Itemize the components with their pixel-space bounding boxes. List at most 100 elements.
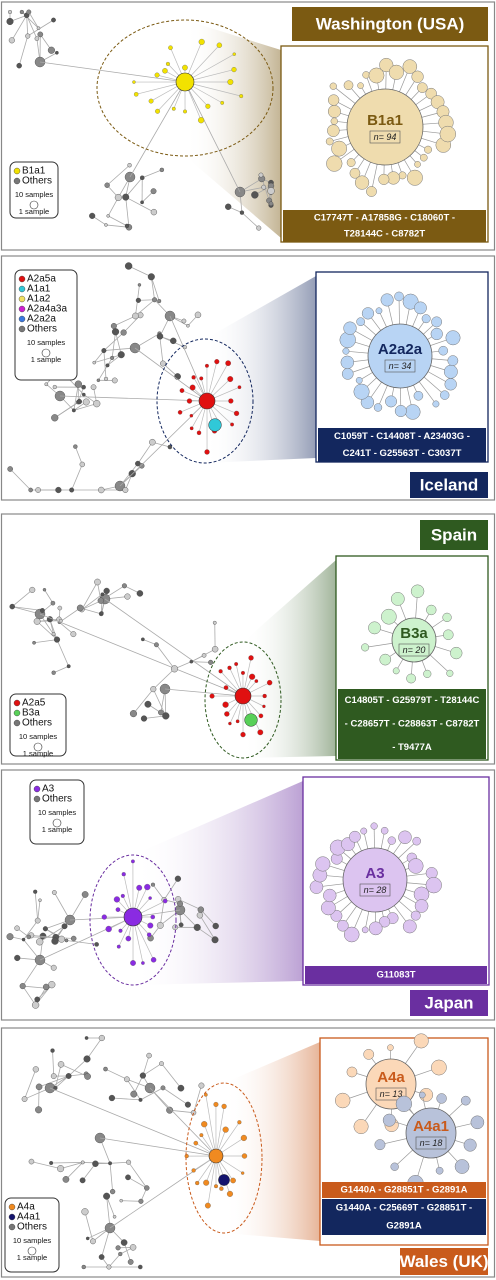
network-node (209, 693, 215, 699)
network-edge (28, 11, 39, 29)
network-node (55, 50, 59, 55)
inset-node (335, 1092, 351, 1109)
network-node (266, 679, 273, 686)
inset-node (406, 169, 423, 186)
network-edge (52, 1050, 55, 1077)
mutation-box (318, 428, 486, 462)
network-node (103, 376, 109, 381)
network-node (66, 664, 71, 669)
network-edge (153, 668, 175, 690)
panel: B3a n= 20 C14805T - G25979T - T28144C - C28… (0, 513, 496, 765)
network-node (174, 373, 181, 380)
network-node (42, 588, 47, 592)
inset-node (361, 643, 370, 652)
network-node (228, 398, 234, 404)
region-box (292, 7, 488, 41)
network-edge (149, 1087, 217, 1157)
network-node (74, 380, 82, 388)
network-node (110, 355, 115, 360)
network-node (254, 679, 259, 683)
network-edge (71, 464, 83, 491)
mutation-box (322, 1199, 486, 1235)
network-edge (66, 940, 97, 945)
zoom-funnel (224, 1042, 320, 1241)
network-node (124, 262, 133, 270)
network-node (139, 175, 145, 181)
network-node (127, 163, 132, 168)
network-edge (9, 468, 31, 491)
network-edge (60, 1064, 88, 1077)
inset-node (368, 921, 383, 936)
network-node (50, 1073, 57, 1079)
network-edge (11, 589, 33, 607)
network-node (144, 883, 151, 891)
mutation-text: C241T - G25563T - C3037T (343, 448, 462, 459)
network-edge (113, 315, 136, 327)
inset-node (361, 926, 369, 934)
inset-node (444, 378, 457, 391)
network-node (81, 891, 89, 898)
network-node (199, 376, 204, 381)
zoom-funnel (205, 276, 316, 463)
inset-node (327, 104, 341, 118)
network-node (14, 925, 20, 931)
inset-node (363, 1048, 375, 1060)
network-node (139, 1072, 146, 1079)
network-edge (108, 1253, 121, 1268)
inset-node (327, 124, 340, 137)
network-edge (193, 1085, 202, 1113)
mutation-text: - C28657T - C28863T - C8782T (345, 719, 480, 730)
network-node (139, 463, 145, 469)
region-label: Japan (424, 993, 473, 1012)
size-legend-label: 1 sample (19, 207, 49, 216)
network-node (237, 385, 242, 390)
inset-node (330, 117, 338, 125)
inset-node (382, 1113, 396, 1127)
legend-dot (33, 785, 41, 793)
network-node (108, 1161, 113, 1166)
n-box (415, 1136, 447, 1150)
network-node (196, 912, 204, 919)
network-edge (34, 639, 58, 644)
network-edge (137, 441, 153, 464)
inset-node (362, 71, 370, 79)
network-node (76, 604, 84, 612)
network-node (19, 9, 24, 15)
inset-node (381, 608, 397, 625)
inset-node (327, 94, 340, 106)
network-node (94, 942, 99, 947)
network-node (113, 896, 120, 903)
network-node (98, 1254, 105, 1260)
inset-node (436, 1093, 447, 1104)
network-edge (38, 1075, 69, 1088)
size-legend-label: 10 samples (27, 338, 66, 347)
network-edge (53, 892, 71, 921)
inset-node (387, 836, 396, 845)
network-node (156, 333, 164, 340)
network-node (111, 328, 120, 336)
network-node (167, 444, 173, 450)
haplogroup-label: A4a (377, 1069, 405, 1086)
network-edge (150, 276, 155, 300)
network-edge (142, 1063, 162, 1076)
legend-box (14, 269, 78, 381)
size-legend-circle (41, 348, 51, 358)
network-node (140, 200, 144, 205)
network-node (79, 1177, 86, 1184)
network-node (240, 1134, 247, 1142)
inset-node (360, 827, 368, 835)
network-edge (150, 276, 160, 302)
network-node (256, 225, 262, 231)
network-node (16, 62, 22, 69)
legend-dot (8, 1203, 16, 1211)
n-label: n= 28 (364, 885, 387, 895)
network-node (177, 1084, 185, 1092)
network-node (178, 922, 184, 928)
legend-dot (33, 795, 41, 803)
network-node (82, 398, 90, 406)
inset-node (315, 856, 331, 872)
network-node (198, 38, 205, 45)
legend-label: A2a2a (27, 314, 56, 325)
network-edge (104, 598, 244, 697)
inset-node (450, 646, 463, 660)
